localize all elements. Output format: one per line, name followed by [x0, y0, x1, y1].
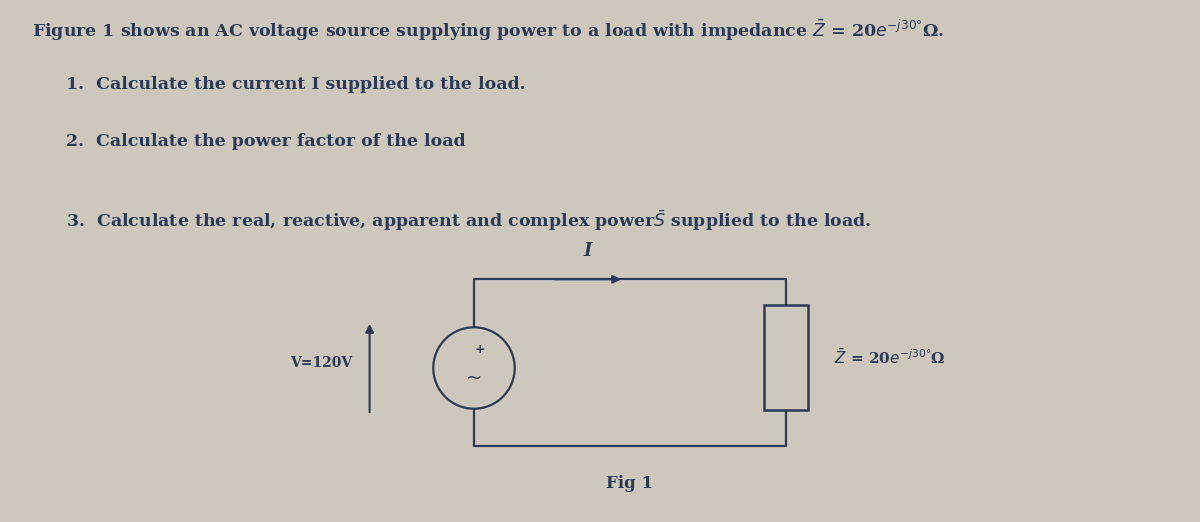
Bar [764, 305, 808, 410]
Text: Fig 1: Fig 1 [606, 475, 654, 492]
Text: Figure 1 shows an AC voltage source supplying power to a load with impedance $\b: Figure 1 shows an AC voltage source supp… [32, 18, 944, 43]
Text: 1.  Calculate the current I supplied to the load.: 1. Calculate the current I supplied to t… [66, 76, 526, 93]
Text: V=120V: V=120V [290, 356, 353, 370]
Text: $\bar{Z}$ = 20$e^{-j30°}$Ω: $\bar{Z}$ = 20$e^{-j30°}$Ω [834, 348, 946, 367]
Text: 2.  Calculate the power factor of the load: 2. Calculate the power factor of the loa… [66, 133, 466, 150]
Text: I: I [584, 242, 592, 259]
Text: 3.  Calculate the real, reactive, apparent and complex power$\bar{S}$ supplied t: 3. Calculate the real, reactive, apparen… [66, 209, 871, 233]
Text: ~: ~ [466, 369, 482, 388]
Text: +: + [475, 343, 485, 356]
